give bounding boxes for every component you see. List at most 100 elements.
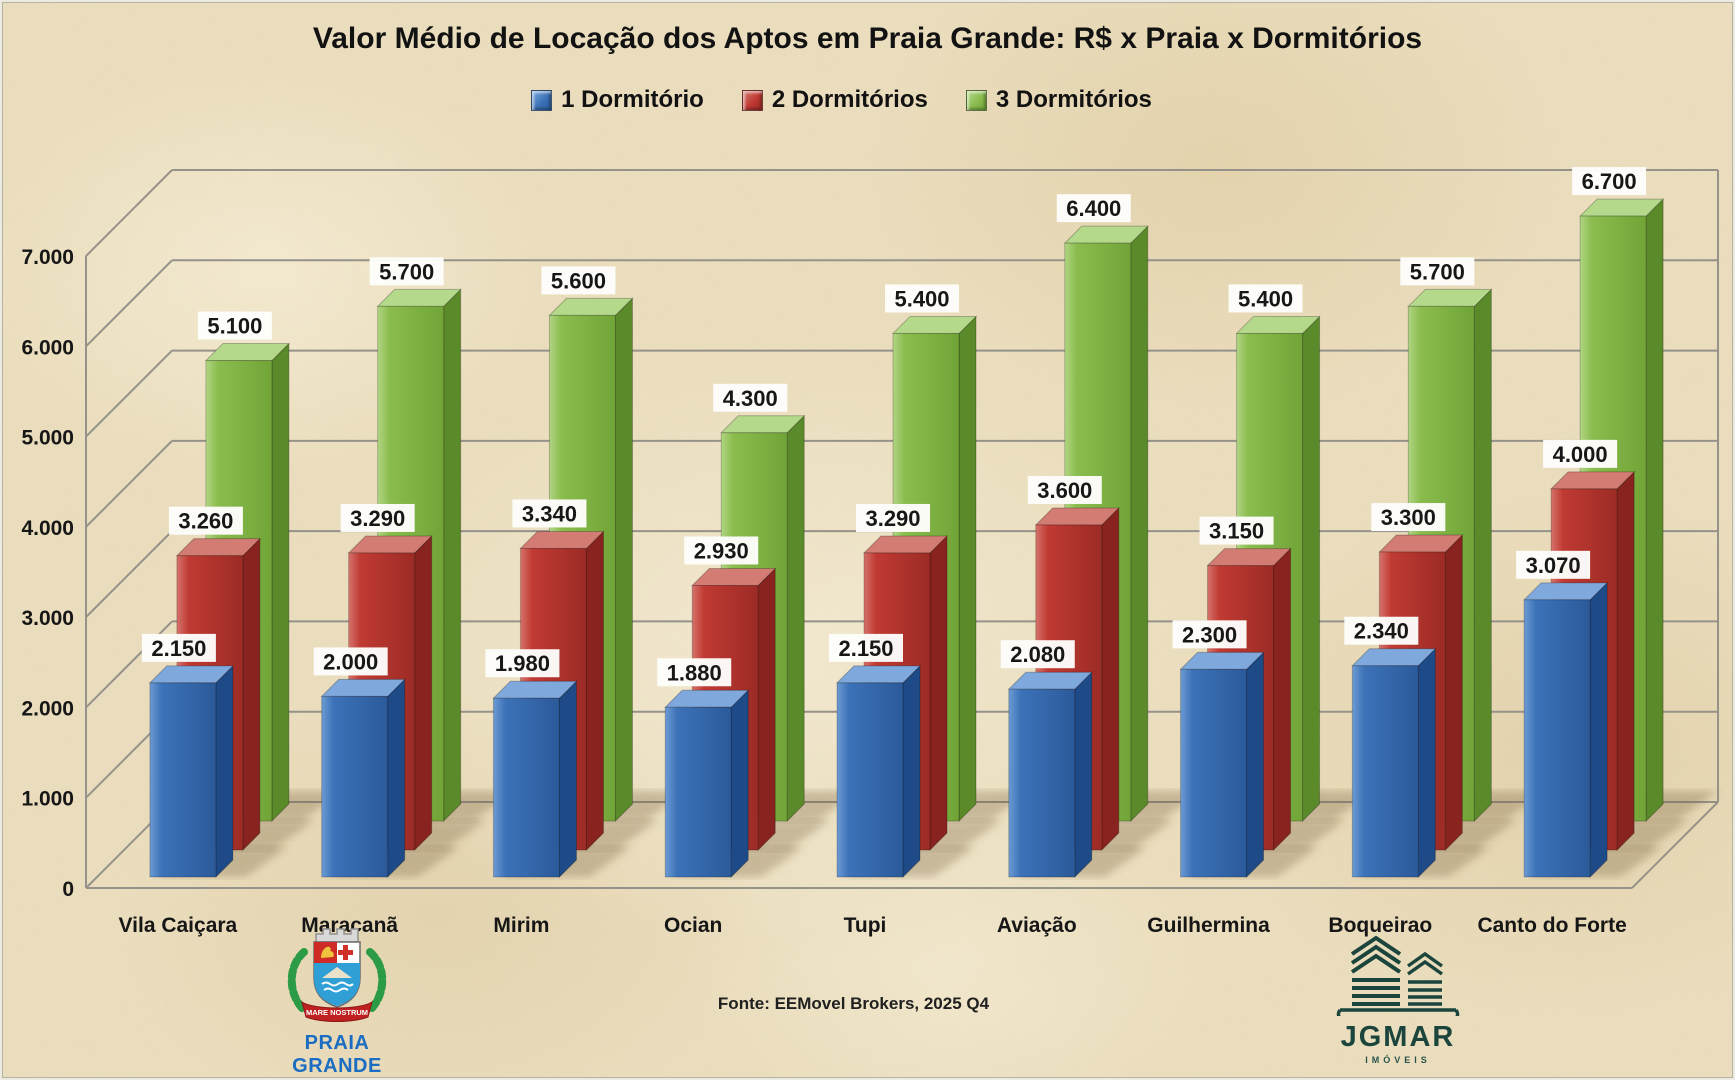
data-label-box xyxy=(1228,284,1303,313)
data-label-boqueirao-2-dormitorios: 3.300 xyxy=(1371,503,1446,532)
data-label-box xyxy=(713,383,788,412)
data-label-box xyxy=(684,536,759,565)
legend-marker-1-dormitorio xyxy=(531,89,553,111)
bar-side-face xyxy=(1589,581,1608,879)
bar-side-face xyxy=(1074,670,1093,879)
data-label-box xyxy=(1516,550,1591,579)
data-label-box xyxy=(141,633,216,662)
data-label-mirim-1-dormitorio: 1.980 xyxy=(485,649,560,678)
data-label-aviacao-2-dormitorios: 3.600 xyxy=(1027,475,1102,504)
bar-tupi-1-dormitorio xyxy=(835,664,922,879)
data-label-text: 1.980 xyxy=(495,651,550,676)
data-label-box xyxy=(1572,167,1647,196)
data-label-box xyxy=(1199,516,1274,545)
bar-guilhermina-1-dormitorio xyxy=(1179,651,1265,879)
bar-side-face xyxy=(558,680,577,879)
legend-item-3-dormitorios: 3 Dormitórios xyxy=(965,86,1152,114)
data-label-text: 2.000 xyxy=(323,649,378,674)
data-label-text: 4.000 xyxy=(1553,442,1608,467)
bar-front-face xyxy=(492,697,560,878)
category-group-guilhermina: 5.400 3.150 2.300 xyxy=(1172,284,1375,879)
category-label-ocian: Ocian xyxy=(664,914,722,937)
gridline-side-3-000 xyxy=(85,530,173,618)
bar-side-face xyxy=(1417,647,1436,879)
bar-side-face xyxy=(786,414,805,823)
bar-side-face xyxy=(1246,651,1265,879)
data-label-box xyxy=(829,633,903,662)
bar-side-face xyxy=(1444,533,1463,852)
legend: 1 Dormitório 2 Dormitórios 3 Dormitórios xyxy=(2,86,1707,114)
bar-aviacao-1-dormitorio xyxy=(1007,670,1093,879)
bar-front-face xyxy=(1008,688,1076,878)
bar-side-face xyxy=(929,534,948,852)
legend-item-2-dormitorios: 2 Dormitórios xyxy=(741,86,928,114)
bar-front-face xyxy=(1351,665,1419,878)
bar-side-face xyxy=(242,537,261,852)
data-label-text: 3.600 xyxy=(1037,478,1092,503)
bar-canto-do-forte-1-dormitorio xyxy=(1522,581,1609,879)
data-label-text: 5.400 xyxy=(894,286,949,311)
legend-label-1-dormitorio: 1 Dormitório xyxy=(561,86,704,113)
y-tick-0: 0 xyxy=(62,878,74,901)
base-swoosh xyxy=(1336,1008,1460,1021)
data-label-box xyxy=(340,503,415,532)
legend-marker-3-dormitorios xyxy=(965,89,987,111)
jgmar-logo: JGMAR IMÓVEIS xyxy=(1334,934,1462,1065)
bar-front-face xyxy=(836,682,904,878)
data-label-text: 5.700 xyxy=(1410,259,1465,284)
data-label-canto-do-forte-2-dormitorios: 4.000 xyxy=(1543,439,1618,468)
bar-side-face xyxy=(1273,547,1292,852)
data-label-vila-caicara-3-dormitorios: 5.100 xyxy=(197,311,272,340)
bar-side-face xyxy=(757,567,776,852)
bar-side-face xyxy=(215,664,234,879)
data-label-text: 3.150 xyxy=(1209,519,1264,544)
y-tick-3-000: 3.000 xyxy=(21,607,74,630)
data-label-text: 5.700 xyxy=(379,259,434,284)
data-label-box xyxy=(541,266,616,295)
data-label-box xyxy=(197,311,272,340)
data-label-box xyxy=(1371,503,1446,532)
data-label-text: 3.340 xyxy=(522,501,577,526)
floor-right-edge xyxy=(1631,801,1719,889)
bar-boqueirao-1-dormitorio xyxy=(1351,647,1437,879)
data-label-text: 2.300 xyxy=(1182,622,1237,647)
category-group-boqueirao: 5.700 3.300 2.340 xyxy=(1344,257,1547,879)
data-label-box xyxy=(1172,620,1247,649)
gridline-side-5-000 xyxy=(85,349,173,438)
red-cross-horizontal xyxy=(338,950,353,955)
bar-side-face xyxy=(1302,315,1321,823)
gold-lion xyxy=(321,946,334,958)
data-label-box xyxy=(1056,194,1131,223)
bar-front-face xyxy=(321,695,389,878)
bars: 5.100 3.260 2.150 5.700 3.290 2.000 5.600 3.340… xyxy=(141,167,1719,879)
legend-label-3-dormitorios: 3 Dormitórios xyxy=(995,86,1152,113)
data-label-tupi-2-dormitorios: 3.290 xyxy=(856,503,930,532)
data-label-mirim-2-dormitorios: 3.340 xyxy=(512,499,587,528)
data-label-text: 3.290 xyxy=(350,506,405,531)
data-label-box xyxy=(168,506,243,535)
jgmar-buildings xyxy=(1336,935,1460,1021)
gridline-side-7-000 xyxy=(85,169,173,257)
data-label-text: 2.150 xyxy=(838,636,893,661)
bar-front-face xyxy=(664,706,732,878)
category-group-vila-caicara: 5.100 3.260 2.150 xyxy=(141,311,344,879)
gridline-side-4-000 xyxy=(85,440,173,528)
bar-ocian-1-dormitorio xyxy=(664,689,750,879)
data-label-text: 3.260 xyxy=(178,509,233,534)
y-tick-5-000: 5.000 xyxy=(21,427,74,450)
category-label-aviacao: Aviação xyxy=(997,914,1077,937)
data-label-box xyxy=(1000,640,1075,669)
praia-grande-caption: PRAIA GRANDE xyxy=(292,1032,382,1077)
legend-item-1-dormitorio: 1 Dormitório xyxy=(531,86,704,114)
data-label-box xyxy=(1400,257,1475,286)
data-label-text: 3.290 xyxy=(865,506,920,531)
gridline-side-6-000 xyxy=(85,259,173,347)
bar-side-face xyxy=(1473,288,1492,823)
data-label-maracana-1-dormitorio: 2.000 xyxy=(313,647,388,676)
waves-2 xyxy=(323,987,349,993)
bar-front-face xyxy=(1523,599,1591,878)
data-label-boqueirao-3-dormitorios: 5.700 xyxy=(1400,257,1475,286)
data-label-text: 3.300 xyxy=(1381,505,1436,530)
data-label-ocian-1-dormitorio: 1.880 xyxy=(657,658,732,687)
